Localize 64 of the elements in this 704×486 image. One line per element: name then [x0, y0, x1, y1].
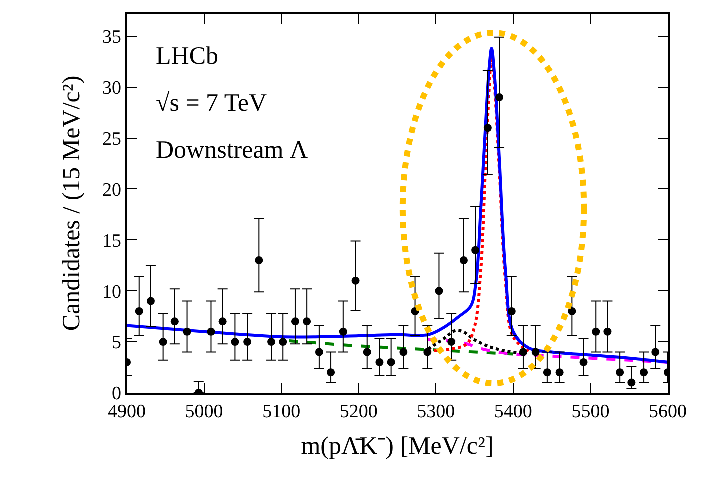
- point: [363, 348, 372, 356]
- point: [376, 358, 384, 366]
- y-tick-label: 20: [102, 180, 122, 201]
- x-tick-label: 5300: [417, 402, 456, 423]
- point: [135, 307, 144, 316]
- point: [170, 318, 179, 326]
- point: [616, 368, 624, 377]
- point: [604, 328, 612, 336]
- point: [652, 348, 660, 356]
- point: [327, 368, 336, 377]
- point: [519, 348, 528, 356]
- point: [207, 328, 216, 336]
- annotation: √s = 7 TeV: [156, 90, 268, 117]
- point: [387, 358, 396, 366]
- point: [556, 368, 564, 377]
- point: [628, 378, 636, 387]
- line-series: [426, 338, 668, 364]
- point: [400, 348, 408, 356]
- point: [231, 338, 240, 346]
- y-axis-title: Candidates / (15 MeV/c²): [58, 76, 86, 332]
- point: [580, 358, 588, 366]
- point: [291, 318, 300, 326]
- point: [352, 276, 360, 285]
- point: [255, 256, 264, 265]
- line-series: [288, 340, 515, 356]
- y-tick-label: 25: [102, 128, 122, 150]
- y-tick-label: 35: [102, 27, 122, 48]
- x-tick-label: 5600: [649, 402, 687, 423]
- point: [435, 287, 444, 296]
- point: [339, 328, 348, 336]
- point: [460, 256, 468, 265]
- x-tick-label: 5200: [340, 402, 378, 423]
- point: [244, 338, 252, 346]
- point: [279, 338, 288, 346]
- y-tick-label: 30: [102, 78, 122, 99]
- point: [484, 124, 492, 132]
- x-tick-label: 5500: [572, 402, 610, 423]
- x-axis-title: m(pΛ̄K⁻) [MeV/c²]: [301, 433, 494, 460]
- annotation: Downstream Λ: [156, 137, 308, 164]
- x-tick-label: 5400: [494, 402, 532, 423]
- point: [543, 368, 552, 377]
- point: [303, 318, 312, 326]
- point: [448, 338, 456, 346]
- point: [424, 348, 432, 356]
- point: [183, 328, 192, 336]
- point: [218, 318, 227, 326]
- x-tick-label: 5100: [262, 402, 301, 423]
- point: [496, 94, 504, 102]
- point: [640, 368, 648, 377]
- x-tick-label: 5000: [185, 402, 224, 423]
- point: [568, 307, 576, 316]
- annotation: LHCb: [156, 43, 218, 70]
- point: [315, 348, 324, 356]
- line-series: [127, 47, 668, 364]
- point: [268, 338, 276, 346]
- point: [472, 246, 480, 254]
- y-tick-label: 15: [102, 230, 122, 252]
- y-tick-label: 5: [112, 332, 122, 354]
- point: [508, 307, 516, 316]
- point: [592, 328, 600, 336]
- point: [532, 348, 540, 356]
- point: [159, 338, 168, 346]
- point: [146, 297, 155, 306]
- y-tick-label: 10: [102, 282, 122, 303]
